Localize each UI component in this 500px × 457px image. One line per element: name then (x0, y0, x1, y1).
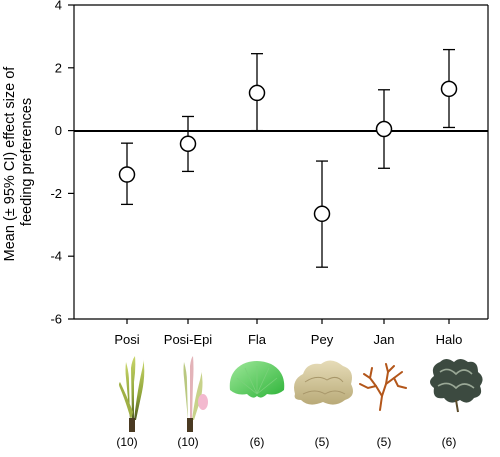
category-label: Halo (436, 332, 463, 347)
mean-marker (118, 166, 136, 183)
y-tick-label: -4 (50, 249, 62, 264)
seagrass-icon (119, 356, 145, 432)
y-tick-label: 0 (55, 123, 62, 138)
y-ticks: 4 2 0 -2 -4 -6 (50, 0, 74, 327)
category-label: Pey (311, 332, 334, 347)
error-bars (121, 48, 455, 268)
sample-size-label: (5) (377, 435, 392, 449)
sample-size-labels: (10) (10) (6) (5) (5) (6) (116, 435, 456, 449)
y-tick-label: -6 (50, 312, 62, 327)
mean-marker (313, 205, 331, 223)
axes (73, 4, 489, 320)
y-axis-title-line-2: feeding preferences (19, 98, 35, 226)
category-label: Jan (374, 332, 395, 347)
fan-alga-icon (229, 361, 285, 398)
category-labels: Posi Posi-Epi Fla Pey Jan Halo (114, 319, 462, 347)
jania-icon (359, 363, 407, 411)
mean-marker (440, 80, 458, 98)
species-illustrations (119, 356, 483, 432)
y-tick-label: 4 (55, 0, 62, 13)
y-axis-title: Mean (± 95% CI) effect size of feeding p… (2, 63, 35, 262)
sample-size-label: (10) (177, 435, 198, 449)
mean-marker (179, 135, 197, 153)
peyssonnelia-icon (294, 360, 353, 405)
mean-marker (375, 120, 393, 138)
sample-size-label: (6) (250, 435, 265, 449)
y-tick-label: -2 (50, 186, 62, 201)
mean-markers (118, 80, 458, 223)
halopteris-icon (430, 359, 483, 413)
sample-size-label: (6) (442, 435, 457, 449)
y-tick-label: 2 (55, 60, 62, 75)
category-label: Posi (114, 332, 139, 347)
seagrass-epiphyte-icon (183, 356, 208, 432)
category-label: Posi-Epi (164, 332, 213, 347)
y-axis-title-line-1: Mean (± 95% CI) effect size of (2, 66, 18, 262)
mean-marker (248, 84, 266, 102)
sample-size-label: (5) (315, 435, 330, 449)
category-label: Fla (248, 332, 267, 347)
sample-size-label: (10) (116, 435, 137, 449)
